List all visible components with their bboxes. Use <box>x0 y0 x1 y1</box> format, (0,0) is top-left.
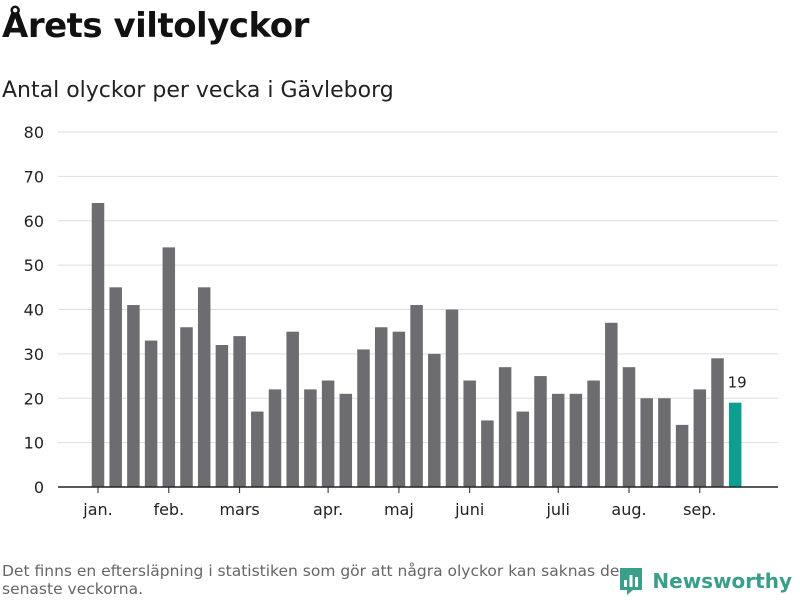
bar <box>481 420 494 487</box>
bar <box>622 367 636 487</box>
brand-logo[interactable]: Newsworthy <box>618 566 792 596</box>
y-tick-label: 50 <box>24 256 44 275</box>
x-tick-label: maj <box>384 500 414 519</box>
bar <box>410 305 423 487</box>
bar <box>534 376 547 487</box>
y-tick-label: 30 <box>24 345 44 364</box>
brand-name: Newsworthy <box>652 569 792 593</box>
bar <box>304 389 317 487</box>
bar <box>693 389 707 487</box>
bar <box>109 287 122 487</box>
bar <box>357 349 370 487</box>
bar <box>516 411 530 487</box>
x-tick-label: juni <box>454 500 484 519</box>
bar <box>463 380 476 487</box>
bar <box>711 358 724 487</box>
bar <box>251 411 264 487</box>
bar <box>587 380 600 487</box>
chart-title: Årets viltolyckor <box>2 6 309 46</box>
y-tick-label: 60 <box>24 212 44 231</box>
bar <box>91 203 105 487</box>
bars: 19 <box>91 203 747 487</box>
latest-value-label: 19 <box>728 374 747 392</box>
bar <box>374 327 388 487</box>
bar <box>144 340 158 487</box>
bar-chart-icon <box>620 568 643 595</box>
bar <box>640 398 653 487</box>
x-tick-label: feb. <box>153 500 184 519</box>
x-tick-label: sep. <box>683 500 716 519</box>
y-tick-label: 80 <box>24 123 44 142</box>
bar <box>605 322 618 487</box>
bar-latest-week <box>728 402 742 487</box>
x-tick-label: apr. <box>313 500 343 519</box>
bar <box>498 367 512 487</box>
bar <box>392 331 406 487</box>
bar-chart: 0 10 20 30 40 50 60 70 80 19 jan. feb. mars apr. maj… <box>24 123 778 519</box>
footer-note: Det finns en eftersläpning i statistiken… <box>2 562 620 598</box>
bar <box>675 424 689 487</box>
bar <box>658 398 671 487</box>
bar <box>286 331 299 487</box>
bar <box>569 393 583 487</box>
x-tick-label: jan. <box>82 500 112 519</box>
bar <box>551 393 565 487</box>
bar <box>127 305 140 487</box>
x-tick-label: juli <box>545 500 569 519</box>
bar <box>197 287 211 487</box>
x-tick-label: mars <box>219 500 259 519</box>
bar <box>321 380 335 487</box>
bar <box>268 389 282 487</box>
chart-subtitle: Antal olyckor per vecka i Gävleborg <box>2 78 394 103</box>
bar <box>162 247 176 487</box>
y-tick-label: 10 <box>24 434 44 453</box>
bar <box>339 393 353 487</box>
bar <box>233 336 246 487</box>
bar <box>428 353 441 487</box>
y-tick-label: 0 <box>34 478 44 497</box>
x-tick-label: aug. <box>611 500 646 519</box>
x-axis-ticks: jan. feb. mars apr. maj juni juli aug. sep. <box>82 487 717 519</box>
bar <box>180 327 193 487</box>
bar <box>445 309 459 487</box>
bar <box>215 345 229 487</box>
y-tick-label: 70 <box>24 167 44 186</box>
y-axis-ticks: 0 10 20 30 40 50 60 70 80 <box>24 123 44 497</box>
y-tick-label: 40 <box>24 301 44 320</box>
y-tick-label: 20 <box>24 389 44 408</box>
